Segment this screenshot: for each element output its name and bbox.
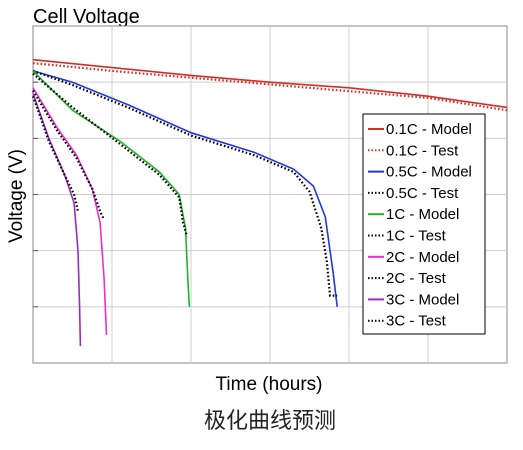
series-line-3c-test: [31, 95, 80, 212]
legend-label-1c-test: 1C - Test: [386, 228, 447, 245]
series-line-0-1c-test: [32, 62, 508, 112]
legend-label-3c-model: 3C - Model: [386, 291, 459, 308]
legend-label-0-5c-test: 0.5C - Test: [386, 185, 459, 202]
series-line-2c-test: [32, 90, 106, 221]
chart-title: Cell Voltage: [33, 6, 140, 28]
series-line-0-5c-model: [32, 70, 338, 307]
series-layer: [31, 58, 508, 347]
series-line-3c-model: [32, 93, 82, 347]
series-line-0-5c-test: [32, 69, 338, 297]
x-axis-label: Time (hours): [216, 374, 323, 395]
series-line-1c-test: [32, 72, 189, 237]
figure-caption: 极化曲线预测: [204, 409, 336, 434]
legend-label-2c-test: 2C - Test: [386, 270, 447, 287]
series-line-1c-model: [32, 70, 191, 307]
legend-label-3c-test: 3C - Test: [386, 313, 447, 330]
legend-label-0-1c-model: 0.1C - Model: [386, 121, 472, 138]
legend-label-1c-model: 1C - Model: [386, 206, 459, 223]
series-line-0-1c-model: [32, 58, 508, 109]
legend-label-0-5c-model: 0.5C - Model: [386, 164, 472, 181]
legend-label-0-1c-test: 0.1C - Test: [386, 142, 459, 159]
legend: 0.1C - Model 0.1C - Test 0.5C - Model 0.5C …: [362, 113, 486, 335]
legend-label-2c-model: 2C - Model: [386, 249, 459, 266]
y-axis-label: Voltage (V): [6, 149, 27, 243]
